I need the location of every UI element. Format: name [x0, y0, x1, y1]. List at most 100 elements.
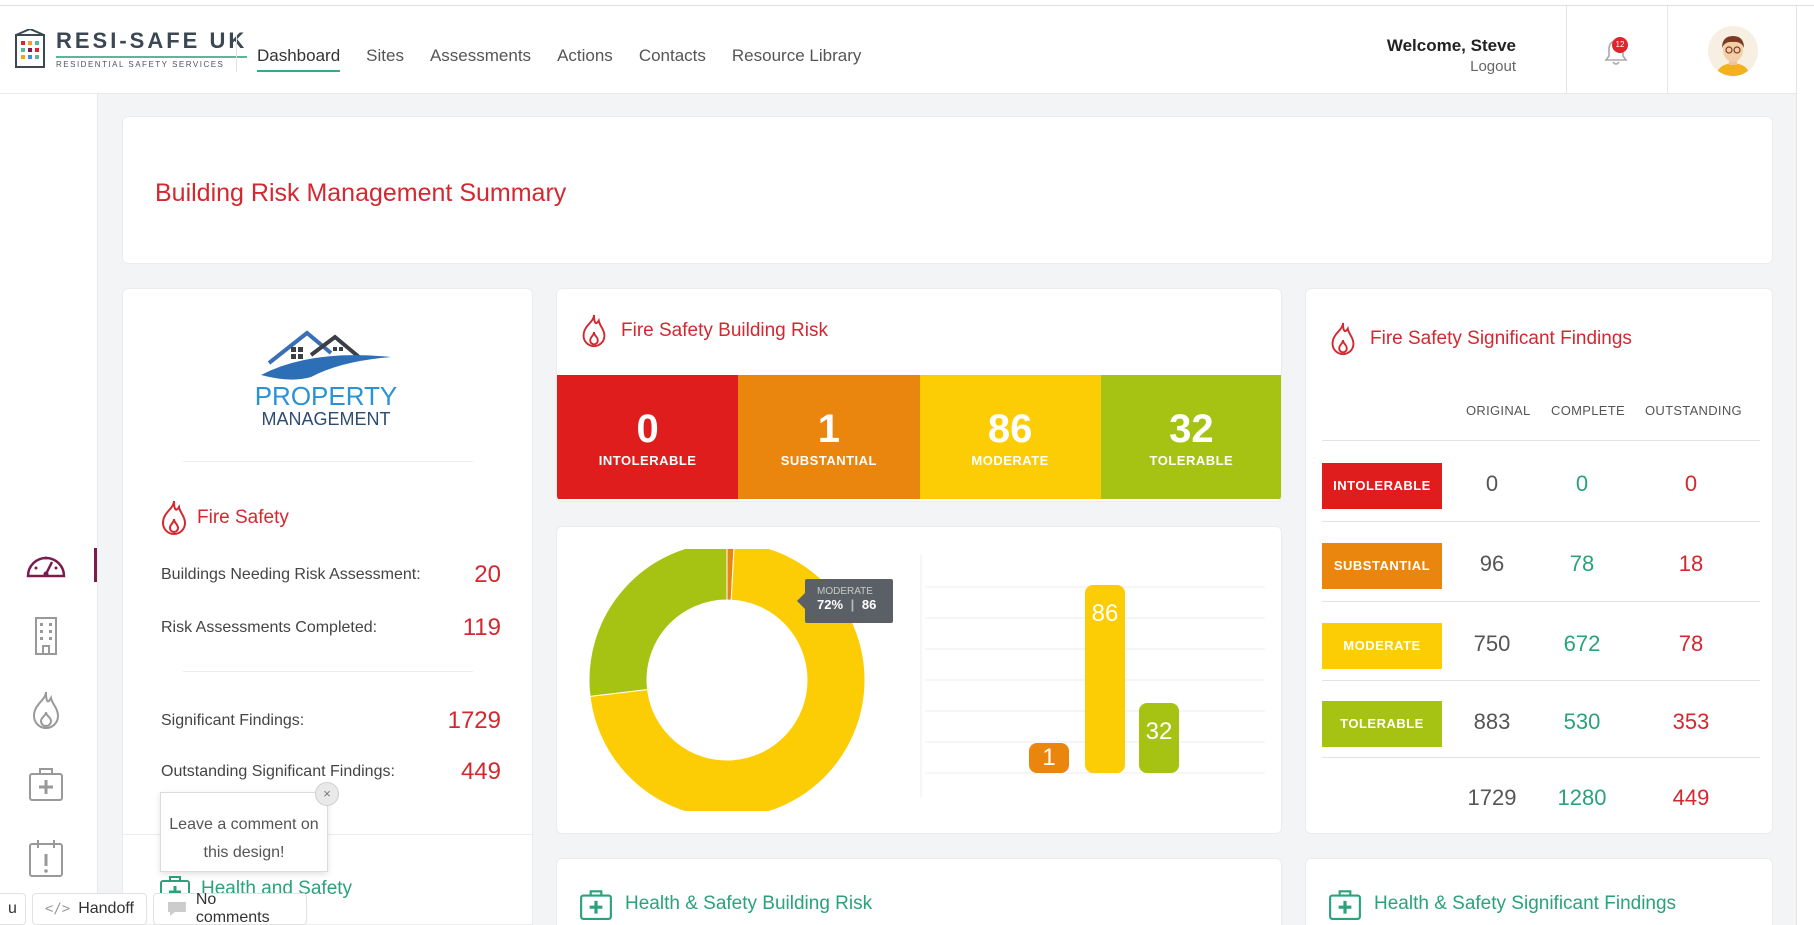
- scrollbar-gutter[interactable]: [1796, 6, 1814, 925]
- first-aid-icon[interactable]: [24, 762, 68, 806]
- handoff-label: Handoff: [78, 900, 134, 917]
- cell-outstanding: 78: [1678, 631, 1704, 656]
- health-risk-card: Health & Safety Building Risk: [556, 858, 1282, 925]
- bar-data-label: 32: [1146, 718, 1173, 745]
- nav-actions[interactable]: Actions: [557, 46, 613, 65]
- table-row: INTOLERABLE 0 0 0: [1322, 459, 1760, 539]
- avatar[interactable]: [1708, 26, 1758, 76]
- cell-original: 750: [1473, 631, 1511, 656]
- row-badge: INTOLERABLE: [1322, 463, 1442, 509]
- tooltip-values: 72% | 86: [805, 597, 893, 612]
- table-row: SUBSTANTIAL 96 78 18: [1322, 539, 1760, 619]
- close-icon[interactable]: ×: [315, 782, 339, 806]
- bar-data-label: 86: [1092, 600, 1119, 627]
- top-bar: RESI-SAFE UK RESIDENTIAL SAFETY SERVICES…: [0, 6, 1796, 94]
- nav-dashboard[interactable]: Dashboard: [257, 46, 341, 72]
- brand-title: RESI-SAFE UK: [56, 28, 248, 53]
- fire-findings-heading: Fire Safety Significant Findings: [1328, 321, 1632, 357]
- nav-resource-library[interactable]: Resource Library: [731, 46, 862, 65]
- sidebar: [0, 94, 98, 925]
- speech-bubble-icon: [167, 902, 186, 916]
- left-stub[interactable]: u: [0, 893, 26, 925]
- risk-label: TOLERABLE: [1149, 453, 1234, 468]
- stat-row: Risk Assessments Completed: 119: [161, 614, 501, 642]
- health-findings-heading: Health & Safety Significant Findings: [1328, 887, 1676, 921]
- handoff-button[interactable]: </> Handoff: [31, 893, 147, 925]
- donut-slice-moderate: [589, 549, 866, 811]
- health-risk-heading: Health & Safety Building Risk: [579, 887, 872, 921]
- stat-label: Outstanding Significant Findings:: [161, 763, 395, 780]
- bar-substantial: [1029, 743, 1069, 773]
- tooltip-percent: 72%: [817, 597, 844, 612]
- table-divider: [1322, 680, 1760, 681]
- risk-count: 86: [987, 407, 1033, 451]
- fire-icon: [1331, 322, 1355, 356]
- fire-icon[interactable]: [24, 688, 68, 732]
- divider: [183, 461, 473, 462]
- stat-value: 449: [460, 758, 501, 785]
- notification-badge: 12: [1612, 37, 1628, 53]
- risk-label: MODERATE: [971, 453, 1049, 468]
- first-aid-icon: [580, 890, 612, 920]
- tooltip-label: MODERATE: [817, 586, 873, 597]
- bar-moderate: [1085, 585, 1125, 773]
- risk-level-band: 0 INTOLERABLE 1 SUBSTANTIAL 86 MODERATE …: [557, 375, 1281, 499]
- donut-slice-tolerable: [588, 549, 728, 697]
- brand-subtitle: RESIDENTIAL SAFETY SERVICES: [56, 56, 248, 69]
- risk-label: SUBSTANTIAL: [780, 453, 877, 468]
- risk-cell-substantial[interactable]: 1 SUBSTANTIAL: [738, 375, 920, 499]
- nav-contacts[interactable]: Contacts: [638, 46, 706, 65]
- nav-divider: [236, 36, 237, 72]
- brand-logo[interactable]: RESI-SAFE UK RESIDENTIAL SAFETY SERVICES: [14, 28, 248, 69]
- risk-count: 32: [1169, 407, 1214, 451]
- fire-icon: [582, 314, 606, 348]
- comments-label: No comments: [195, 891, 270, 925]
- stat-value: 1729: [447, 707, 501, 734]
- cell-original: 0: [1485, 471, 1499, 496]
- risk-cell-intolerable[interactable]: 0 INTOLERABLE: [557, 375, 739, 499]
- logout-link[interactable]: Logout: [1470, 58, 1516, 75]
- fire-risk-title: Fire Safety Building Risk: [621, 320, 828, 341]
- fire-findings-title: Fire Safety Significant Findings: [1370, 328, 1632, 349]
- cell-outstanding: 0: [1684, 471, 1698, 496]
- stat-row: Outstanding Significant Findings: 449: [161, 758, 501, 786]
- cell-complete: 672: [1563, 631, 1601, 656]
- user-avatar-icon: [1708, 26, 1758, 76]
- topbar-separator: [1667, 6, 1668, 94]
- fire-icon: [161, 500, 187, 535]
- comments-button[interactable]: No comments: [152, 891, 307, 925]
- property-management-logo: PROPERTY MANAGEMENT: [255, 330, 398, 429]
- stat-row: Significant Findings: 1729: [161, 707, 501, 735]
- column-header-original: ORIGINAL: [1466, 403, 1531, 418]
- browser-top-strip: [0, 0, 1814, 6]
- tooltip-value: 86: [861, 597, 877, 612]
- risk-cell-tolerable[interactable]: 32 TOLERABLE: [1100, 375, 1281, 499]
- comment-text: Leave a comment on this design!: [169, 816, 319, 861]
- total-outstanding: 449: [1672, 785, 1710, 810]
- table-row: TOLERABLE 883 530 353: [1322, 697, 1760, 777]
- code-icon: </>: [44, 901, 71, 917]
- column-header-outstanding: OUTSTANDING: [1645, 403, 1742, 418]
- risk-bar-chart: 1 86 32: [920, 555, 1265, 797]
- column-header-complete: COMPLETE: [1551, 403, 1625, 418]
- risk-count: 1: [817, 407, 840, 451]
- total-original: 1729: [1467, 785, 1517, 810]
- table-total-row: 1729 1280 449: [1322, 773, 1760, 853]
- pm-logo-line1: PROPERTY: [255, 381, 398, 411]
- comment-prompt[interactable]: Leave a comment on this design!: [160, 792, 328, 872]
- dashboard-gauge-icon[interactable]: [24, 544, 68, 588]
- cell-original: 883: [1473, 709, 1511, 734]
- fire-risk-heading: Fire Safety Building Risk: [579, 313, 828, 349]
- cell-original: 96: [1479, 551, 1505, 576]
- risk-cell-moderate[interactable]: 86 MODERATE: [919, 375, 1101, 499]
- calendar-alert-icon[interactable]: [24, 836, 68, 880]
- row-badge: SUBSTANTIAL: [1322, 543, 1442, 589]
- nav-sites[interactable]: Sites: [366, 46, 404, 65]
- risk-count: 0: [636, 407, 659, 451]
- building-icon[interactable]: [24, 614, 68, 658]
- nav-assessments[interactable]: Assessments: [429, 46, 532, 65]
- fire-findings-card: Fire Safety Significant Findings ORIGINA…: [1305, 288, 1773, 834]
- fire-safety-heading: Fire Safety: [159, 499, 289, 537]
- total-complete: 1280: [1557, 785, 1607, 810]
- pm-logo-line2: MANAGEMENT: [261, 409, 390, 429]
